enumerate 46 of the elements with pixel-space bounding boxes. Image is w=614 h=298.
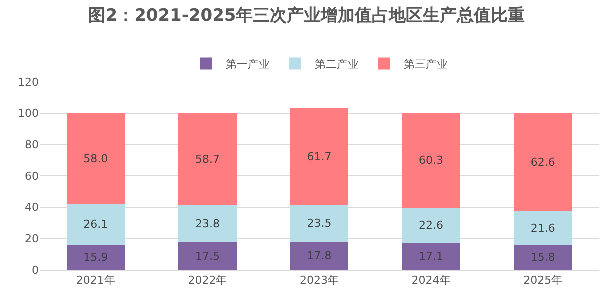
y-tick-label: 60 [25, 170, 39, 183]
bar [66, 113, 125, 204]
chart-title: 图2：2021-2025年三次产业增加值占地区生产总值比重 [88, 6, 526, 26]
bar [514, 245, 572, 270]
y-tick-label: 120 [18, 76, 39, 89]
bar [514, 211, 572, 246]
x-tick-label: 2024年 [412, 274, 451, 288]
bar [402, 208, 460, 244]
legend-label: 第一产业 [226, 58, 270, 72]
x-tick-label: 2021年 [76, 274, 116, 288]
bar [290, 242, 349, 270]
legend-label: 第二产业 [315, 58, 359, 72]
bar [178, 205, 237, 243]
y-tick-label: 100 [18, 107, 39, 120]
y-tick-label: 0 [32, 264, 39, 277]
bar [514, 113, 572, 212]
bar [402, 243, 460, 270]
legend-label: 第三产业 [404, 58, 448, 72]
y-tick-label: 20 [25, 232, 39, 246]
data-label: 15.8 [530, 251, 556, 264]
data-label: 23.5 [307, 217, 332, 230]
bar [178, 113, 237, 206]
data-label: 62.6 [530, 156, 556, 169]
bar [290, 108, 349, 206]
data-label: 26.1 [84, 218, 108, 232]
data-label: 21.6 [530, 222, 556, 235]
y-tick-label: 40 [25, 201, 39, 214]
bar [66, 204, 125, 246]
data-label: 23.8 [195, 217, 220, 230]
bar [290, 205, 349, 242]
x-tick-label: 2025年 [524, 274, 563, 288]
data-label: 22.6 [419, 219, 444, 232]
data-label: 58.7 [195, 152, 220, 166]
data-label: 60.3 [419, 154, 444, 168]
bar [66, 245, 125, 270]
x-tick-label: 2023年 [300, 274, 339, 288]
data-label: 15.9 [84, 251, 108, 264]
data-label: 58.0 [84, 152, 108, 166]
bar [178, 242, 237, 270]
bar [402, 113, 460, 208]
y-tick-label: 80 [25, 138, 39, 152]
data-label: 61.7 [307, 150, 332, 164]
x-tick-label: 2022年 [188, 274, 228, 288]
data-label: 17.1 [419, 250, 444, 264]
data-label: 17.5 [195, 250, 220, 263]
data-label: 17.8 [307, 250, 332, 263]
